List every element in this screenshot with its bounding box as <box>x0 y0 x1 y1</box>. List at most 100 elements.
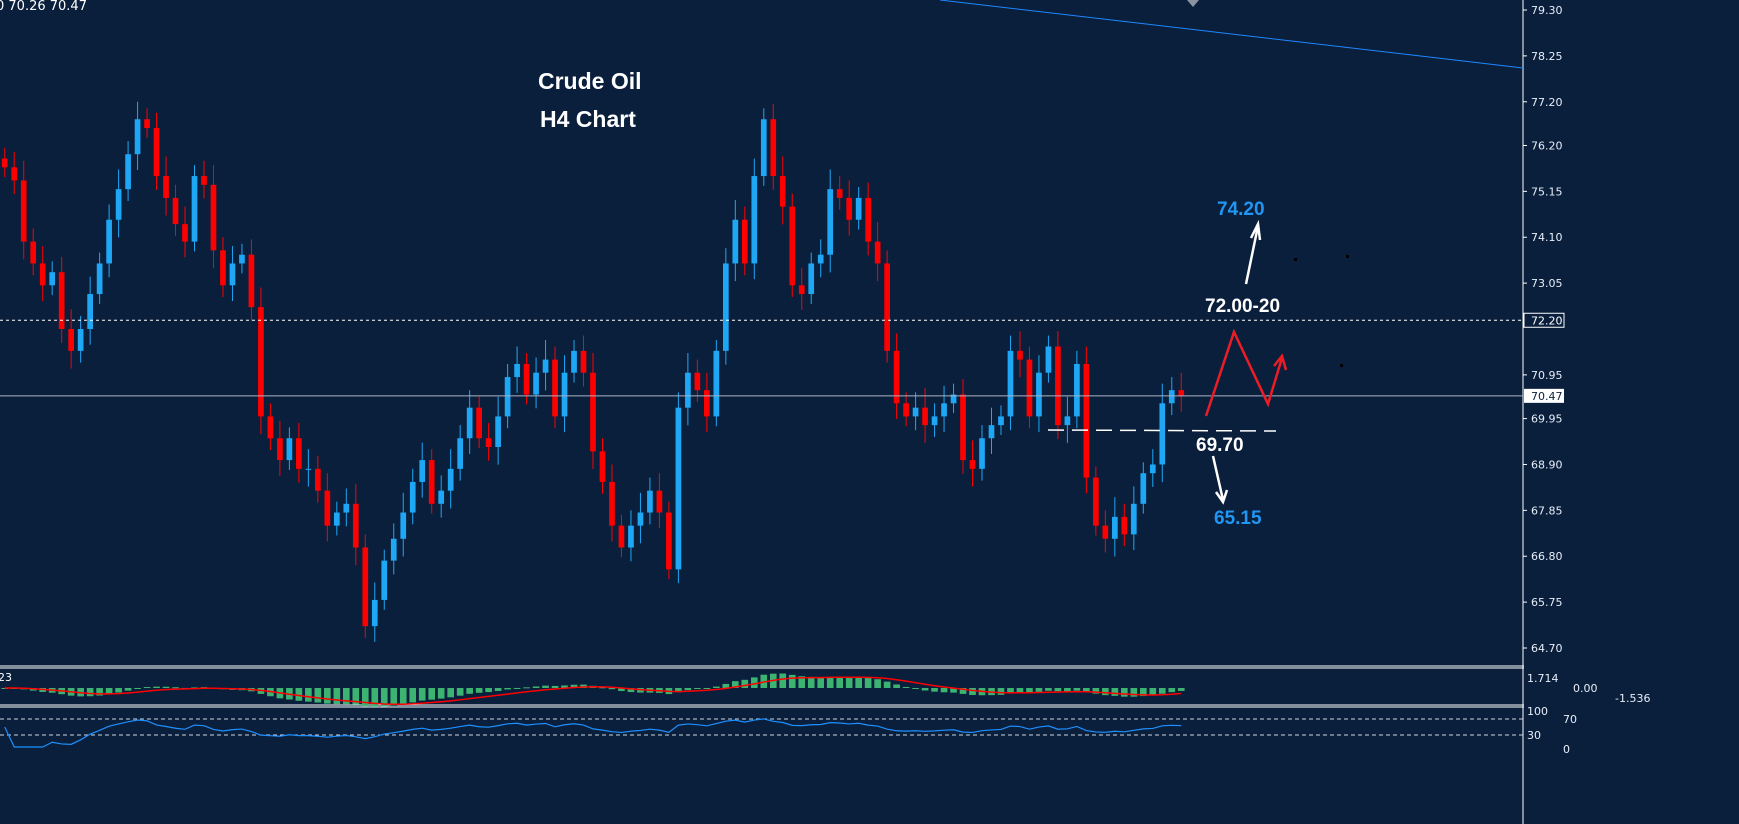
price-tick-label: 75.15 <box>1531 185 1563 198</box>
macd-histogram-bar <box>826 676 834 688</box>
candle-body <box>609 481 615 526</box>
candle-body <box>296 438 302 469</box>
candle-body <box>675 407 682 570</box>
candle-body <box>552 359 558 417</box>
candle-body <box>20 180 27 242</box>
candle-body <box>685 372 691 408</box>
price-tick-label: 69.95 <box>1531 413 1563 426</box>
macd-histogram-bar <box>1045 688 1052 691</box>
candle-body <box>950 394 957 404</box>
target-down-label: 65.15 <box>1214 508 1262 529</box>
arrow-up-icon <box>1273 353 1288 371</box>
macd-histogram-bar <box>1168 688 1176 693</box>
macd-histogram-bar <box>371 688 379 707</box>
candle-body <box>817 254 824 264</box>
marker-dot <box>1346 255 1349 258</box>
candle-body <box>134 119 141 155</box>
macd-histogram-bar <box>447 688 455 698</box>
rsi-scale-label: 100 <box>1527 705 1548 718</box>
macd-histogram-bar <box>324 688 331 704</box>
macd-histogram-bar <box>1064 688 1071 692</box>
candle-body <box>865 197 871 242</box>
candle-body <box>87 294 93 329</box>
macd-histogram-bar <box>143 687 151 689</box>
rsi-scale-label: 30 <box>1527 729 1541 742</box>
macd-histogram-bar <box>342 688 350 705</box>
candle-body <box>400 512 407 539</box>
candle-body <box>305 468 312 470</box>
macd-histogram-bar <box>428 688 436 700</box>
candle-body <box>362 547 369 627</box>
candle-body <box>808 263 815 295</box>
candle-body <box>912 407 919 417</box>
candle-body <box>561 372 568 417</box>
macd-histogram-bar <box>561 685 568 688</box>
candle-body <box>647 490 653 513</box>
macd-histogram-bar <box>1083 688 1090 692</box>
candle-body <box>371 599 378 627</box>
candle-body <box>523 363 530 395</box>
candle-body <box>1093 477 1099 526</box>
candle-body <box>220 250 226 286</box>
candle-body <box>438 490 445 504</box>
macd-histogram-bar <box>874 679 881 688</box>
macd-histogram-bar <box>418 688 426 701</box>
macd-histogram-bar <box>627 688 635 693</box>
price-tick-label: 65.75 <box>1531 596 1563 609</box>
candle-body <box>1007 350 1014 417</box>
candle-body <box>1102 525 1109 539</box>
macd-histogram-bar <box>352 688 360 705</box>
macd-histogram-bar <box>807 676 815 688</box>
candle-body <box>343 503 350 513</box>
macd-histogram-bar <box>798 676 806 688</box>
candle-body <box>1130 503 1137 535</box>
macd-histogram-bar <box>618 688 625 691</box>
price-tick-label: 70.95 <box>1531 369 1563 382</box>
candle-body <box>1055 346 1061 426</box>
candle-body <box>580 350 587 373</box>
price-tick-label: 76.20 <box>1531 139 1563 152</box>
macd-histogram-bar <box>162 686 170 688</box>
candle-body <box>153 127 160 177</box>
macd-panel: 1.714 0.00 -1.536 <box>1 672 1650 707</box>
candle-body <box>125 154 131 190</box>
price-tick-label: 77.20 <box>1531 96 1563 109</box>
candle-body <box>267 416 274 439</box>
candle-body <box>258 307 264 417</box>
macd-histogram-bar <box>466 688 473 694</box>
candle-body <box>49 272 56 286</box>
price-tick-label: 64.70 <box>1531 642 1563 655</box>
macd-histogram-bar <box>741 679 749 688</box>
candle-body <box>903 403 909 417</box>
macd-histogram-bar <box>883 681 891 688</box>
macd-histogram-bar <box>1177 688 1185 691</box>
candle-body <box>163 176 169 198</box>
macd-histogram-bar <box>608 688 616 690</box>
candle-body <box>827 189 834 255</box>
marker-dot <box>1294 258 1297 261</box>
candle-body <box>504 377 511 417</box>
macd-histogram-bar <box>1121 688 1128 697</box>
candle-body <box>571 350 577 373</box>
macd-histogram-bar <box>713 686 720 688</box>
candle-body <box>722 263 729 351</box>
candle-body <box>381 560 388 600</box>
candles <box>1 101 1185 642</box>
candle-body <box>1168 390 1175 404</box>
candle-body <box>315 468 321 491</box>
arrowhead-icon <box>1214 489 1229 505</box>
candle-body <box>628 525 634 548</box>
candle-body <box>1074 363 1080 417</box>
candle-body <box>789 206 796 286</box>
macd-histogram-bar <box>333 688 341 705</box>
rsi-line <box>4 718 1182 748</box>
price-label-box <box>1524 388 1564 403</box>
candle-body <box>988 425 995 439</box>
candle-body <box>931 416 938 426</box>
candle-body <box>874 241 881 264</box>
resistance-label: 72.00-20 <box>1205 296 1281 317</box>
candle-body <box>239 254 245 264</box>
candle-body <box>210 184 217 251</box>
macd-histogram-bar <box>959 688 967 694</box>
